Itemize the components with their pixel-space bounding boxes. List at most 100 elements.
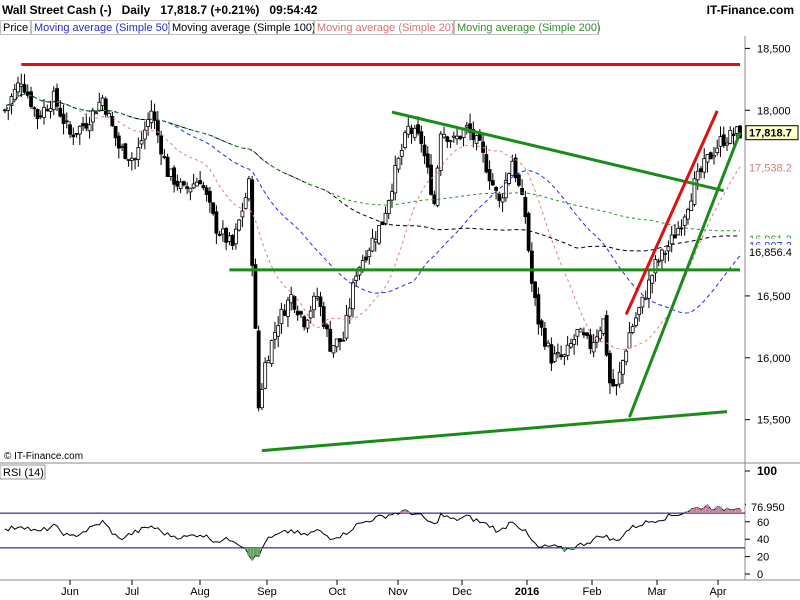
candle-body [455,135,459,140]
candle-body [725,142,729,146]
candle-body [12,88,17,101]
candle-body [562,354,567,357]
candle-body [84,123,89,129]
candle-body [647,279,651,299]
candle-body [568,343,573,348]
candle-body [598,330,603,340]
candle-body [299,311,303,315]
legend-sma50[interactable]: Moving average (Simple 50) [31,20,172,35]
candle-body [529,250,534,284]
candle-body [412,127,417,138]
legend-price[interactable]: Price [0,20,31,35]
candle-body [585,332,590,337]
candle-body [474,135,479,144]
candle-body [253,264,258,329]
candle-body [653,259,658,274]
candle-body [338,338,342,343]
candle-body [354,275,359,281]
candle-body [588,334,593,349]
legend-sma100[interactable]: Moving average (Simple 100) [169,20,316,35]
candle-body [227,235,232,242]
candle-body [520,187,525,195]
candle-body [230,234,235,246]
candle-body [318,296,323,307]
candle-body [269,340,274,364]
candle-body [676,228,681,236]
candle-body [370,237,375,252]
candle-body [419,131,424,144]
candle-body [637,307,642,316]
x-tick-label-Apr: Apr [709,586,726,598]
candle-body [435,167,440,206]
candle-body [266,360,271,364]
y-tick-label-15500: 15,500 [757,415,791,427]
candle-body [608,352,612,384]
price-label-box-sma20 [746,160,798,175]
candle-body [650,274,655,284]
candle-body [139,140,144,145]
candle-body [6,104,11,111]
candle-body [656,260,661,263]
candle-body [55,88,59,107]
candle-body [133,158,137,161]
candle-body [513,157,518,179]
candle-body [497,193,502,201]
candle-body [116,135,121,149]
candle-body [94,112,98,115]
candle-body [422,144,427,157]
candle-body [9,96,14,106]
candle-body [409,127,414,134]
candle-body [542,328,547,347]
rsi-tick-label-0: 0 [757,569,763,581]
candle-body [305,319,310,329]
period-label: Daily [121,3,151,17]
candle-body [715,147,720,153]
candle-body [16,82,20,93]
candle-body [45,109,50,112]
candle-body [260,389,264,409]
candle-body [175,180,180,187]
candle-body [142,129,147,140]
candle-body [523,196,528,218]
rsi-title: RSI (14) [3,467,44,479]
rsi-tick-label-100: 100 [757,464,777,478]
legend-sma20[interactable]: Moving average (Simple 20) [314,20,455,35]
candle-body [386,200,391,214]
candle-body [393,165,398,194]
candle-body [487,168,492,182]
candle-body [204,187,209,196]
candle-body [572,338,577,345]
x-tick-label-Nov: Nov [388,586,408,598]
candle-body [669,234,674,245]
candle-body [211,202,216,214]
candle-body [539,320,544,328]
candle-body [97,101,102,111]
legend-sma200[interactable]: Moving average (Simple 200) [454,20,601,35]
candle-body [458,135,463,140]
candle-body [237,219,242,231]
candle-body [666,246,671,252]
price-label-box-price [745,125,799,141]
x-tick-label-Jun: Jun [61,586,79,598]
symbol-name: Wall Street Cash (-) [2,3,112,17]
candle-body [224,227,229,243]
candle-body [71,134,76,138]
candle-body [604,315,609,356]
candle-body [351,282,355,310]
price-label-box-sma100 [746,244,798,259]
legend-bar: Price Moving average (Simple 50) Moving … [0,20,800,35]
candle-body [250,179,255,266]
price-label-price: 17,818.7 [749,128,792,140]
y-tick-label-18000: 18,000 [757,105,791,117]
candle-body [692,178,697,205]
candle-body [347,307,352,317]
x-tick-label-Dec: Dec [452,586,472,598]
candle-body [234,228,238,245]
candle-body [555,352,560,355]
candle-body [546,342,551,347]
candle-body [621,360,625,375]
candle-body [286,299,290,317]
candle-body [699,168,703,173]
y-tick-label-16500: 16,500 [757,291,791,303]
candle-body [201,185,206,189]
